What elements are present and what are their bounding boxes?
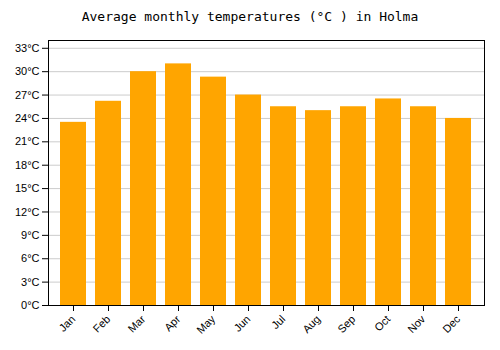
svg-text:Jul: Jul — [269, 313, 287, 331]
svg-text:Mar: Mar — [126, 313, 148, 335]
svg-text:3°C: 3°C — [21, 276, 40, 288]
svg-text:Feb: Feb — [91, 313, 113, 335]
svg-text:33°C: 33°C — [15, 42, 40, 54]
svg-text:0°C: 0°C — [21, 299, 40, 311]
svg-text:18°C: 18°C — [15, 159, 40, 171]
svg-text:6°C: 6°C — [21, 252, 40, 264]
svg-text:9°C: 9°C — [21, 229, 40, 241]
svg-text:May: May — [194, 312, 218, 336]
svg-text:Sep: Sep — [335, 313, 357, 335]
svg-text:24°C: 24°C — [15, 112, 40, 124]
svg-text:Nov: Nov — [405, 312, 428, 335]
svg-text:12°C: 12°C — [15, 205, 40, 217]
svg-text:Jan: Jan — [56, 313, 77, 334]
svg-text:27°C: 27°C — [15, 89, 40, 101]
svg-text:30°C: 30°C — [15, 65, 40, 77]
svg-text:Oct: Oct — [372, 313, 393, 334]
svg-text:Dec: Dec — [440, 312, 463, 335]
html-text:Average monthly temperatures (: Average monthly temperatures (°C ) in Ho… — [81, 9, 419, 24]
svg-text:21°C: 21°C — [15, 135, 40, 147]
svg-text:15°C: 15°C — [15, 182, 40, 194]
svg-text:Apr: Apr — [162, 313, 183, 334]
svg-text:Aug: Aug — [300, 313, 322, 335]
svg-text:Jun: Jun — [231, 313, 252, 334]
